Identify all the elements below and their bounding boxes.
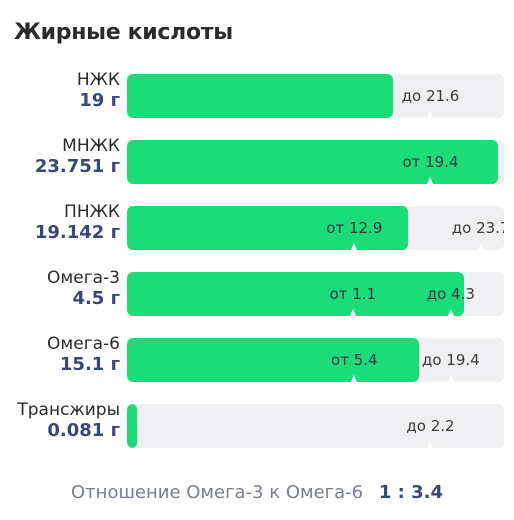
- nutrient-progress-fill: [127, 338, 419, 382]
- nutrient-name: МНЖК: [62, 136, 120, 156]
- nutrient-progress-bar: до 21.6: [127, 74, 504, 118]
- norm-marker-label: от 19.4: [402, 153, 459, 171]
- nutrient-amount: 23.751 г: [34, 156, 120, 177]
- nutrient-progress-fill: [127, 74, 393, 118]
- omega-ratio-label: Отношение Омега-3 к Омега-6: [71, 482, 364, 503]
- nutrient-name: НЖК: [76, 70, 120, 90]
- nutrient-progress-bar: до 2.2: [127, 404, 504, 448]
- nutrient-row: Омега-6 15.1 г от 5.4 до 19.4: [0, 334, 514, 384]
- norm-marker-label: до 2.2: [406, 417, 455, 435]
- omega-ratio: Отношение Омега-3 к Омега-6 1 : 3.4: [0, 482, 514, 503]
- omega-ratio-value: 1 : 3.4: [378, 482, 443, 503]
- norm-marker-tick: [349, 309, 356, 316]
- norm-marker-label: от 12.9: [326, 219, 383, 237]
- norm-marker-label: до 23.7: [451, 219, 504, 237]
- nutrient-progress-fill: [127, 140, 498, 184]
- nutrient-progress-bar: от 12.9 до 23.7: [127, 206, 504, 250]
- nutrient-label: ПНЖК 19.142 г: [0, 202, 120, 244]
- norm-marker-tick: [427, 177, 434, 184]
- nutrient-name: Трансжиры: [17, 400, 120, 420]
- nutrient-progress-bar: от 19.4: [127, 140, 504, 184]
- nutrient-row: МНЖК 23.751 г от 19.4: [0, 136, 514, 186]
- nutrient-progress-fill: [127, 206, 408, 250]
- norm-marker-label: до 19.4: [421, 351, 480, 369]
- nutrient-row: Трансжиры 0.081 г до 2.2: [0, 400, 514, 450]
- nutrient-name: Омега-6: [47, 334, 120, 354]
- norm-marker-tick: [427, 111, 434, 118]
- section-title: Жирные кислоты: [14, 20, 233, 45]
- nutrient-label: МНЖК 23.751 г: [0, 136, 120, 178]
- nutrient-amount: 0.081 г: [47, 420, 120, 441]
- nutrient-progress-fill: [127, 404, 138, 448]
- nutrient-progress-bar: от 1.1 до 4.3: [127, 272, 504, 316]
- norm-marker-label: от 1.1: [329, 285, 377, 303]
- norm-marker-tick: [447, 309, 454, 316]
- norm-marker-tick: [447, 375, 454, 382]
- nutrient-amount: 19.142 г: [34, 222, 120, 243]
- nutrient-row: НЖК 19 г до 21.6: [0, 70, 514, 120]
- nutrient-label: Трансжиры 0.081 г: [0, 400, 120, 442]
- nutrient-amount: 19 г: [79, 90, 120, 111]
- norm-marker-label: до 4.3: [426, 285, 475, 303]
- norm-marker-tick: [427, 441, 434, 448]
- norm-marker-tick: [351, 375, 358, 382]
- nutrient-amount: 4.5 г: [72, 288, 120, 309]
- nutrient-progress-bar: от 5.4 до 19.4: [127, 338, 504, 382]
- nutrient-label: Омега-3 4.5 г: [0, 268, 120, 310]
- nutrient-progress-fill: [127, 272, 464, 316]
- norm-marker-label: от 5.4: [331, 351, 378, 369]
- nutrient-name: Омега-3: [47, 268, 120, 288]
- nutrient-label: Омега-6 15.1 г: [0, 334, 120, 376]
- norm-marker-tick: [477, 243, 484, 250]
- nutrient-row: Омега-3 4.5 г от 1.1 до 4.3: [0, 268, 514, 318]
- nutrient-label: НЖК 19 г: [0, 70, 120, 112]
- nutrient-name: ПНЖК: [64, 202, 120, 222]
- nutrient-amount: 15.1 г: [59, 354, 120, 375]
- norm-marker-label: до 21.6: [401, 87, 460, 105]
- nutrient-row: ПНЖК 19.142 г от 12.9 до 23.7: [0, 202, 514, 252]
- norm-marker-tick: [351, 243, 358, 250]
